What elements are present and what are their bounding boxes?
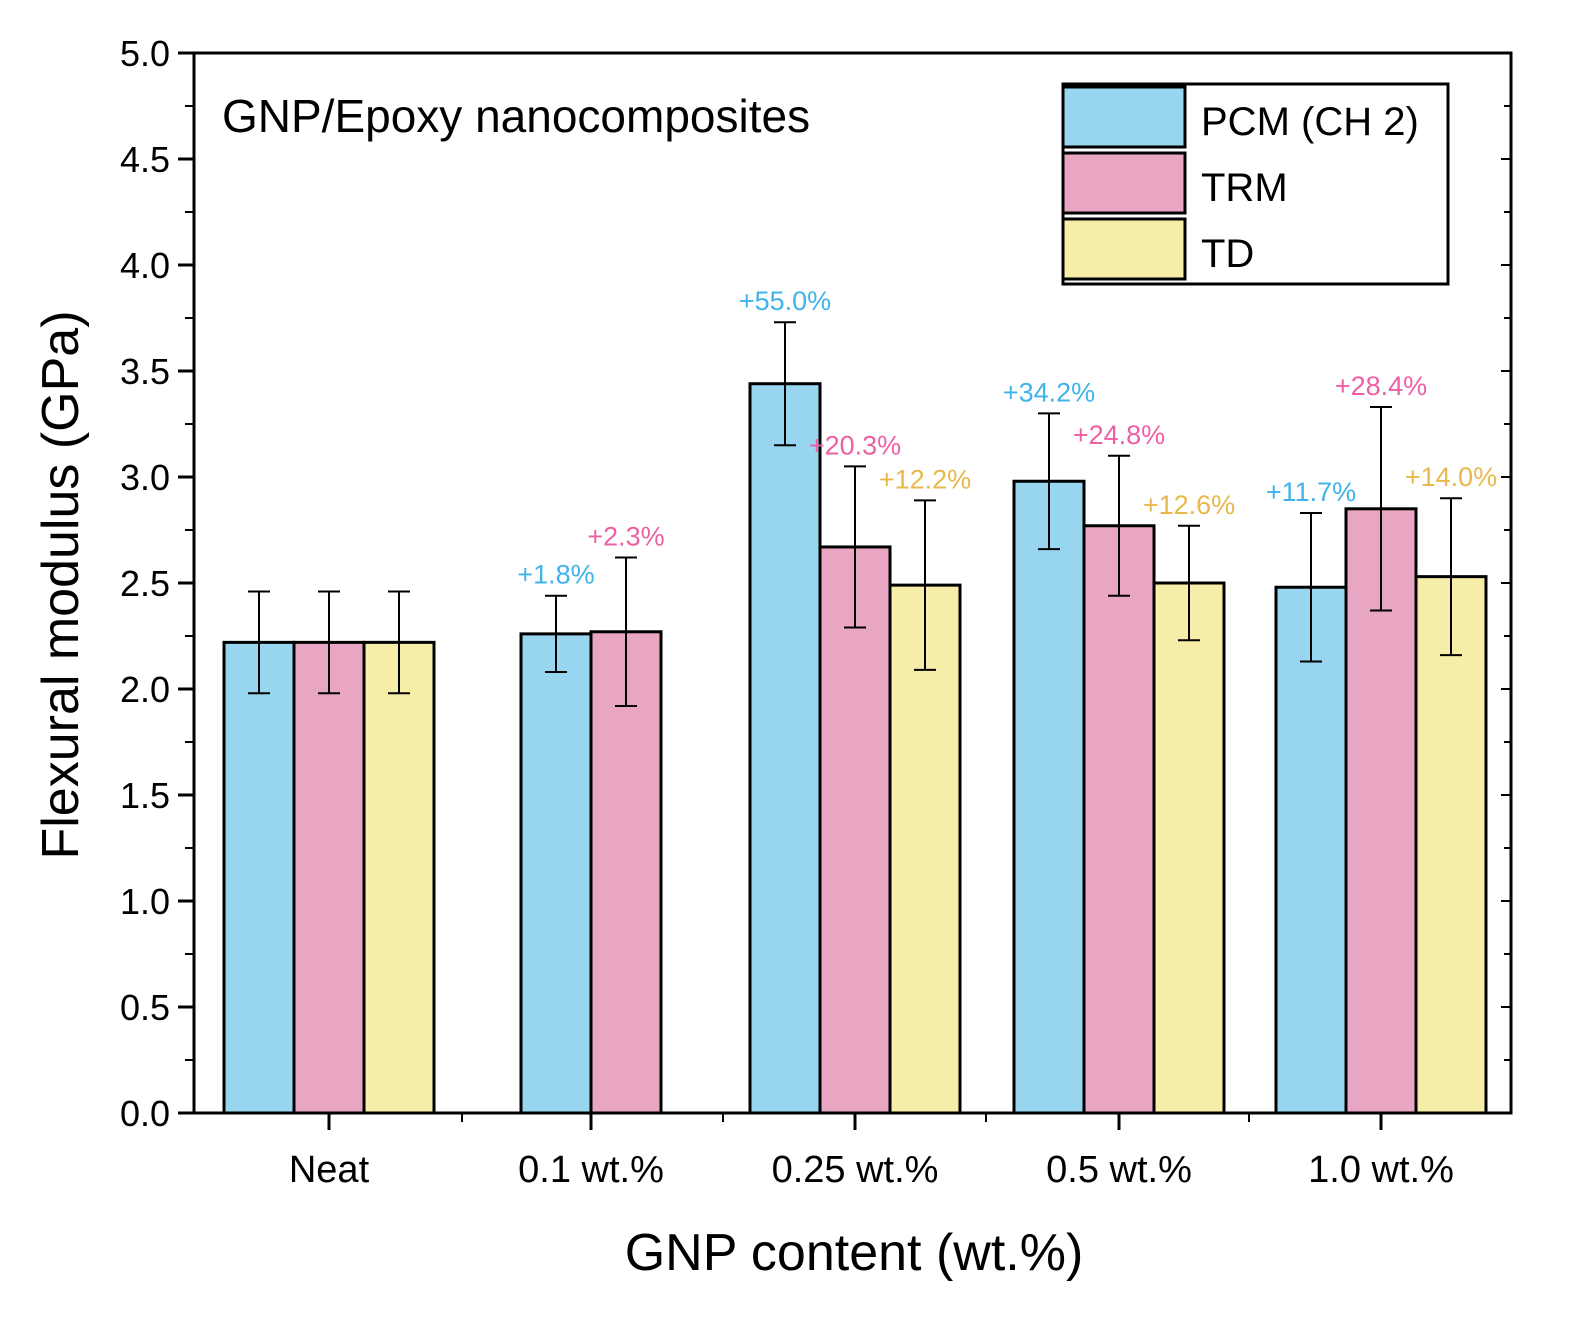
data-label: +55.0% bbox=[739, 286, 831, 316]
x-tick-label: 1.0 wt.% bbox=[1308, 1149, 1454, 1191]
legend-label: TRM bbox=[1201, 166, 1288, 210]
bars-layer bbox=[222, 382, 1488, 1115]
data-label: +20.3% bbox=[809, 430, 901, 460]
bar bbox=[1082, 524, 1156, 1115]
x-tick-label: Neat bbox=[289, 1149, 370, 1191]
data-label: +28.4% bbox=[1335, 371, 1427, 401]
x-tick-label: 0.1 wt.% bbox=[518, 1149, 664, 1191]
bar bbox=[292, 640, 366, 1115]
x-axis-label: GNP content (wt.%) bbox=[625, 1224, 1084, 1282]
data-label: +34.2% bbox=[1003, 377, 1095, 407]
y-tick-label: 1.0 bbox=[120, 881, 170, 922]
bar bbox=[222, 640, 296, 1115]
bar bbox=[519, 632, 593, 1115]
y-tick-label: 2.5 bbox=[120, 563, 170, 604]
bar bbox=[1012, 479, 1086, 1115]
chart-title: GNP/Epoxy nanocomposites bbox=[222, 90, 810, 142]
bar bbox=[888, 583, 962, 1115]
y-tick-label: 5.0 bbox=[120, 33, 170, 74]
bar bbox=[1152, 581, 1226, 1115]
x-tick-label: 0.25 wt.% bbox=[772, 1149, 939, 1191]
y-tick-label: 4.0 bbox=[120, 245, 170, 286]
data-label: +11.7% bbox=[1266, 477, 1356, 507]
data-label: +1.8% bbox=[517, 560, 594, 590]
legend-label: PCM (CH 2) bbox=[1201, 100, 1419, 144]
y-tick-label: 0.5 bbox=[120, 987, 170, 1028]
error-bars-layer bbox=[248, 321, 1462, 707]
x-tick-label: 0.5 wt.% bbox=[1046, 1149, 1192, 1191]
bar bbox=[818, 545, 892, 1115]
legend: PCM (CH 2) TRM TD bbox=[1061, 82, 1450, 286]
bar bbox=[1274, 585, 1348, 1115]
data-label: +14.0% bbox=[1405, 462, 1497, 492]
data-label: +12.2% bbox=[879, 464, 971, 494]
y-tick-label: 0.0 bbox=[120, 1093, 170, 1134]
legend-label: TD bbox=[1201, 232, 1254, 276]
data-label: +12.6% bbox=[1143, 490, 1235, 520]
y-tick-label: 1.5 bbox=[120, 775, 170, 816]
legend-swatch bbox=[1061, 151, 1187, 215]
legend-swatch bbox=[1061, 85, 1187, 149]
annotations-layer: +1.8% +2.3% +55.0% +20.3% +12.2% +34.2% +24.8%… bbox=[517, 286, 1497, 589]
bar bbox=[362, 640, 436, 1115]
data-label: +24.8% bbox=[1073, 420, 1165, 450]
bar bbox=[1414, 575, 1488, 1115]
y-tick-label: 3.5 bbox=[120, 351, 170, 392]
y-tick-label: 2.0 bbox=[120, 669, 170, 710]
y-tick-label: 3.0 bbox=[120, 457, 170, 498]
axes-layer: Neat 0.1 wt.% 0.25 wt.% 0.5 wt.% 1.0 wt.% 0.0… bbox=[120, 33, 1511, 1191]
y-tick-label: 4.5 bbox=[120, 139, 170, 180]
bar bbox=[748, 382, 822, 1115]
legend-swatch bbox=[1061, 217, 1187, 281]
data-label: +2.3% bbox=[587, 522, 664, 552]
y-axis-label: Flexural modulus (GPa) bbox=[32, 310, 90, 859]
